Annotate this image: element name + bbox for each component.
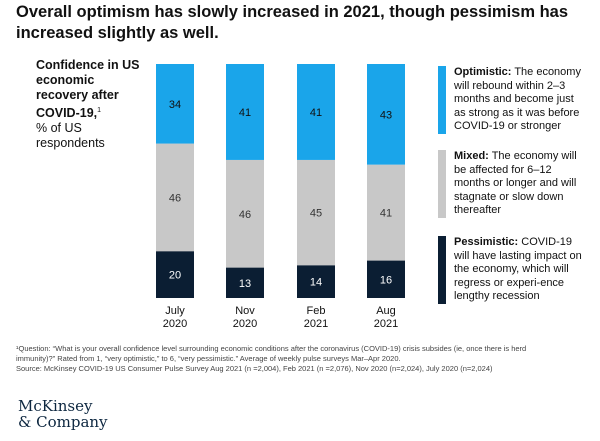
data-label-optimistic: 34: [169, 99, 181, 111]
category-label: Feb: [307, 305, 326, 317]
bar-segment-optimistic: [367, 64, 405, 165]
legend-item-pessimistic: Pessimistic: COVID-19 will have lasting …: [438, 236, 588, 304]
legend-desc-optimistic: The economy will rebound within 2–3 mont…: [454, 66, 581, 132]
bar-segment-optimistic: [226, 64, 264, 160]
legend-name-mixed: Mixed:: [454, 150, 489, 162]
data-label-mixed: 45: [310, 208, 322, 220]
data-label-mixed: 46: [239, 209, 251, 221]
y-axis-label-footnote-mark: 1: [97, 107, 102, 114]
data-label-pessimistic: 14: [310, 277, 322, 289]
bar-segment-pessimistic: [156, 251, 194, 298]
data-label-pessimistic: 20: [169, 270, 181, 282]
bar-segment-pessimistic: [367, 260, 405, 298]
bar-segment-mixed: [367, 164, 405, 261]
legend-desc-pessimistic: COVID-19 will have lasting impact on the…: [454, 236, 582, 302]
mckinsey-logo: McKinsey & Company: [18, 398, 108, 430]
logo-line-1: McKinsey: [18, 397, 93, 415]
footnote: ¹Question: “What is your overall confide…: [16, 344, 586, 374]
legend-name-optimistic: Optimistic:: [454, 66, 512, 78]
data-label-pessimistic: 16: [380, 274, 392, 286]
category-label: Aug: [376, 305, 396, 317]
data-label-mixed: 41: [380, 208, 392, 220]
y-axis-label: Confidence in US economic recovery after…: [36, 58, 146, 151]
category-label: 2020: [163, 318, 187, 330]
bar-segment-mixed: [156, 143, 194, 252]
y-axis-label-main: Confidence in US economic recovery after…: [36, 58, 140, 121]
legend-desc-mixed: The economy will be affected for 6–12 mo…: [454, 150, 577, 216]
bar-segment-mixed: [226, 159, 264, 268]
bar-segment-pessimistic: [297, 265, 335, 298]
data-label-optimistic: 41: [310, 107, 322, 119]
chart-title: Overall optimism has slowly increased in…: [16, 3, 569, 42]
logo-line-2: & Company: [18, 413, 108, 431]
data-label-optimistic: 41: [239, 107, 251, 119]
bar-segment-pessimistic: [226, 267, 264, 298]
legend-item-mixed: Mixed: The economy will be affected for …: [438, 150, 588, 218]
bar-segment-mixed: [297, 159, 335, 266]
category-label: July: [165, 305, 185, 317]
footnote-line-1: ¹Question: “What is your overall confide…: [16, 344, 527, 353]
category-label: 2021: [374, 318, 398, 330]
source-line: Source: McKinsey COVID-19 US Consumer Pu…: [16, 364, 493, 373]
data-label-mixed: 46: [169, 192, 181, 204]
stacked-bar-chart: 204634July2020134641Nov2020144541Feb2021…: [156, 64, 405, 330]
category-label: 2020: [233, 318, 257, 330]
data-label-pessimistic: 13: [239, 278, 251, 290]
data-label-optimistic: 43: [380, 109, 392, 121]
bar-segment-optimistic: [156, 64, 194, 144]
category-label: 2021: [304, 318, 328, 330]
y-axis-label-unit: % of US respondents: [36, 121, 105, 151]
category-label: Nov: [235, 305, 255, 317]
bar-segment-optimistic: [297, 64, 335, 160]
legend-name-pessimistic: Pessimistic:: [454, 236, 519, 248]
legend-item-optimistic: Optimistic: The economy will rebound wit…: [438, 66, 588, 134]
footnote-line-2: immunity)?” Rated from 1, “very optimist…: [16, 354, 401, 363]
